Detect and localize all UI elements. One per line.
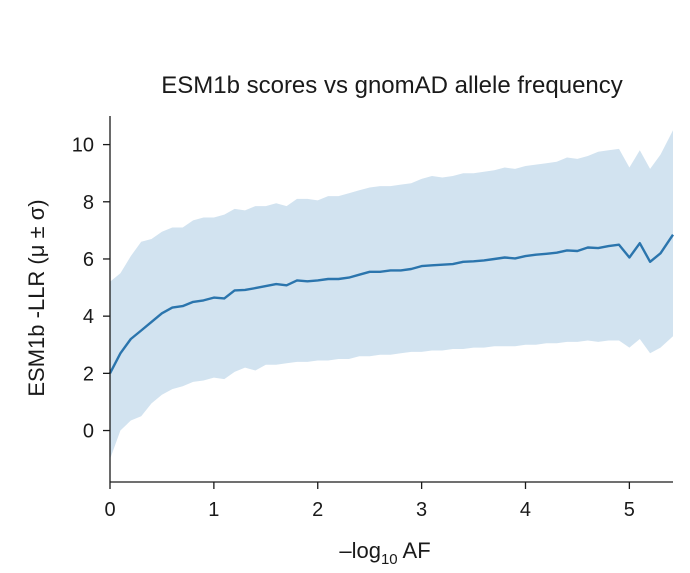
y-tick-label: 10 bbox=[72, 135, 94, 157]
x-tick-label: 4 bbox=[520, 499, 531, 521]
x-axis-label-main: –log bbox=[339, 538, 381, 563]
y-tick-label: 0 bbox=[83, 421, 94, 443]
std-band bbox=[110, 130, 673, 460]
y-axis-label: ESM1b -LLR (μ ± σ) bbox=[24, 199, 49, 396]
x-axis-label: –log10 AF bbox=[339, 538, 430, 568]
x-axis-label-tail: AF bbox=[398, 538, 431, 563]
y-tick-label: 6 bbox=[83, 249, 94, 271]
x-tick-label: 0 bbox=[104, 499, 115, 521]
x-ticks: 0 1 2 3 4 5 bbox=[104, 482, 635, 521]
chart-title: ESM1b scores vs gnomAD allele frequency bbox=[161, 72, 623, 99]
x-tick-label: 1 bbox=[208, 499, 219, 521]
y-tick-label: 4 bbox=[83, 306, 94, 328]
x-axis-label-subscript: 10 bbox=[381, 551, 398, 568]
x-tick-label: 2 bbox=[312, 499, 323, 521]
y-tick-label: 8 bbox=[83, 192, 94, 214]
y-ticks: 0 2 4 6 8 10 bbox=[72, 135, 110, 443]
x-tick-label: 5 bbox=[624, 499, 635, 521]
mean-line bbox=[108, 234, 674, 374]
plot-area bbox=[108, 130, 674, 460]
y-tick-label: 2 bbox=[83, 363, 94, 385]
x-tick-label: 3 bbox=[416, 499, 427, 521]
